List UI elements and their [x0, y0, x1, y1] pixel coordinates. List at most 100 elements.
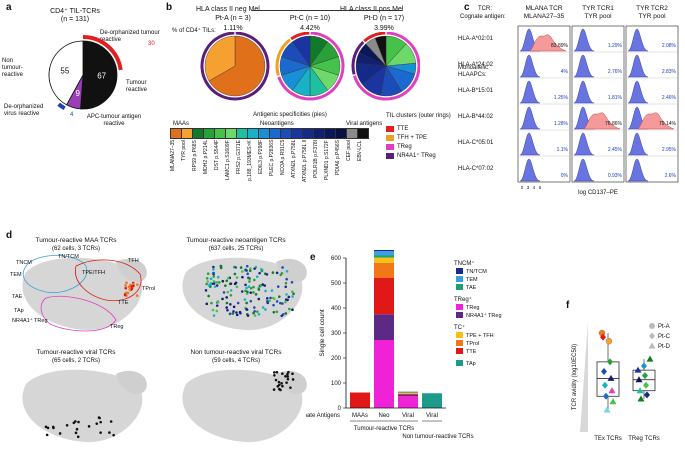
umap-cell	[205, 282, 208, 286]
umap-cell	[279, 273, 283, 277]
neo-label: Neoantigens	[260, 121, 294, 127]
percent-label: 0.93%	[608, 173, 623, 179]
umap-cell	[226, 308, 229, 312]
percent-label: 4%	[561, 69, 569, 75]
umap-cell	[77, 420, 80, 424]
bar-segment	[374, 263, 394, 278]
cluster-legend-item: TReg	[386, 142, 456, 151]
antigen-col-header: MLANA27–35	[524, 13, 565, 20]
pie-b1-ring-2	[290, 32, 310, 41]
percent-label: 2.46%	[662, 95, 677, 101]
x-tick-label: MAAs	[352, 413, 368, 419]
umap-cell	[215, 284, 219, 287]
negative-control-peak	[573, 158, 595, 182]
umap-cell	[279, 301, 282, 305]
umap-cell	[252, 291, 255, 294]
x-tick-label: Viral	[426, 413, 438, 419]
panel-a-pie: 67 9 55	[48, 35, 123, 111]
umap-cell	[261, 306, 265, 309]
pie-b1-ring-1	[275, 38, 292, 77]
umap-cell	[211, 308, 215, 312]
group-label: Tumour-reactive TCRs	[354, 426, 414, 432]
cluster-name: NR4A1⁺ TReg	[397, 153, 436, 159]
umap-cell	[212, 268, 215, 271]
cluster-name: TTE	[397, 125, 409, 132]
avidity-point-triangle	[635, 376, 643, 383]
pt-c-name: Pt-C	[289, 15, 304, 22]
negative-control-peak	[627, 54, 649, 78]
negative-control-peak	[573, 54, 595, 78]
legend-label: TEM	[466, 277, 478, 283]
bar-segment	[398, 396, 418, 408]
percent-label: 1.28%	[554, 121, 569, 127]
umap-cell	[228, 312, 232, 316]
legend-header: TNCM⁺	[454, 260, 475, 267]
panel-a-n: (n = 131)	[60, 16, 90, 23]
negative-control-peak	[627, 28, 649, 52]
group2-label: HLA class II pos Mel	[340, 6, 404, 13]
umap-cell	[112, 433, 115, 437]
legend-swatch	[456, 276, 463, 282]
umap-cell	[281, 372, 284, 375]
bar-segment	[398, 391, 418, 393]
umap-cloud	[22, 369, 143, 443]
pt-c-header: Pt-C (n = 10)	[280, 15, 340, 23]
umap-cell	[51, 425, 55, 429]
panel-a-title-text: CD4⁺ TIL-TCRs	[50, 8, 100, 15]
ring-deorph-tumour	[82, 35, 123, 71]
antigen-name: POLR1B p.F378I	[313, 140, 319, 179]
umap-subtitle: (65 cells, 2 TCRs)	[52, 358, 100, 364]
hla-row-label: HLA-C*07:02	[458, 166, 494, 172]
percent-label: 1.1%	[557, 147, 569, 153]
umap-cell	[58, 432, 62, 435]
umap-cell	[209, 277, 213, 281]
umap-cell	[264, 308, 267, 311]
x-tick-label: 3	[527, 185, 530, 190]
tcr-col-header: TYR TCR1	[582, 5, 614, 12]
umap-cell	[135, 294, 139, 297]
negative-control-peak	[519, 54, 541, 78]
umap-cell	[44, 425, 48, 429]
umap-cluster-label: TAp	[14, 308, 24, 314]
deorph-virus-value: 4	[70, 112, 74, 118]
umap-cell	[277, 380, 281, 384]
pie-b2-slice-10	[374, 35, 387, 67]
umap-cell	[288, 307, 291, 311]
umap-cell	[291, 378, 295, 381]
umap-cell	[212, 282, 216, 285]
cluster-swatch	[386, 152, 394, 159]
panel-b-pies	[200, 32, 420, 101]
negative-control-peak	[573, 28, 595, 52]
umap-cell	[219, 264, 223, 268]
umap-cell	[45, 433, 49, 437]
pie-b2-ring-0	[353, 32, 420, 101]
umap-cell	[206, 280, 210, 283]
bar-group: 0 100 200 300 400 500 600 Single cell count MAAs…	[306, 250, 502, 440]
umap-cell	[272, 388, 276, 391]
hla-row-label: HLA-A*24:02	[458, 62, 494, 68]
negative-control-peak	[519, 80, 541, 104]
pt-a-pct: 1.11%	[223, 25, 243, 32]
legend-label: Pt-D	[658, 344, 671, 350]
umap-cell	[207, 294, 210, 298]
umap-cell	[235, 311, 238, 314]
legend-swatch	[456, 268, 463, 274]
umap-subtitle: (62 cells, 3 TCRs)	[52, 246, 100, 252]
percent-label: 0%	[561, 173, 569, 179]
umap-cell	[247, 285, 251, 289]
pie-value-0: 55	[60, 66, 69, 75]
umap-cloud	[182, 257, 303, 331]
panel-c-label: c	[464, 2, 470, 13]
umap-cloud-2	[276, 258, 307, 282]
y-tick-label: 100	[331, 381, 342, 387]
cluster-name: TFH + TPE	[397, 134, 428, 141]
umap-cell	[206, 272, 210, 276]
umap-cell	[212, 265, 215, 269]
percent-label: 2.83%	[662, 69, 677, 75]
antigen-name: EBV-LCL	[357, 140, 363, 161]
percent-label: 83.89%	[551, 43, 569, 49]
avidity-plot: TCR avidity (log10EC50) TEx TCRs TReg TCRs…	[572, 322, 671, 442]
legend-label: Pt-A	[658, 324, 670, 330]
umap-cell	[213, 285, 217, 288]
umap-cell	[291, 372, 294, 375]
